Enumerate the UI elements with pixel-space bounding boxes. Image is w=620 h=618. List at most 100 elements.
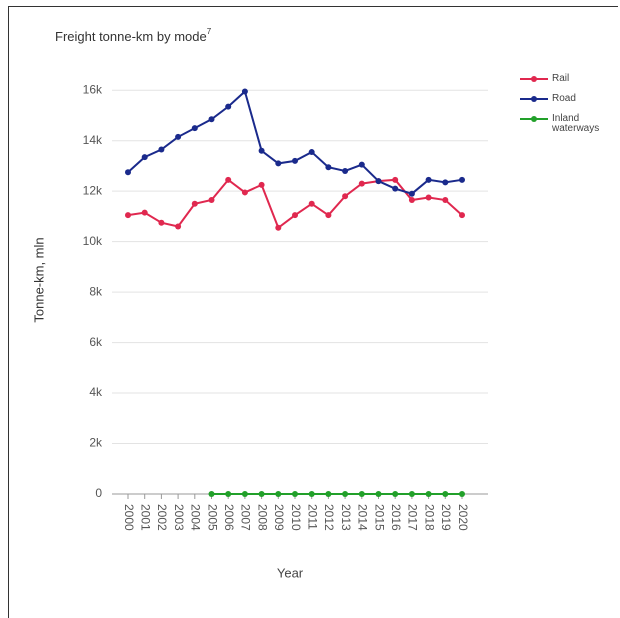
data-point: [425, 491, 432, 497]
x-tick-label: 2017: [406, 504, 420, 531]
data-point: [442, 179, 449, 186]
data-point: [325, 212, 332, 219]
data-point: [408, 197, 415, 204]
x-axis-label: Year: [277, 565, 304, 580]
legend-swatch: [520, 94, 548, 104]
x-tick-label: 2000: [122, 504, 136, 531]
data-point: [208, 197, 215, 204]
legend-swatch: [520, 114, 548, 124]
data-point: [342, 491, 349, 497]
data-point: [408, 190, 415, 197]
y-tick-label: 14k: [83, 133, 103, 147]
y-axis-label: Tonne-km, mln: [31, 237, 46, 322]
data-point: [292, 212, 298, 219]
data-point: [275, 160, 282, 167]
x-tick-label: 2004: [189, 504, 203, 531]
data-point: [308, 149, 315, 156]
data-point: [241, 88, 248, 95]
series-line: [127, 178, 463, 230]
x-tick-label: 2019: [439, 504, 453, 531]
y-tick-label: 0: [95, 486, 102, 500]
data-point: [125, 212, 131, 219]
data-point: [208, 491, 215, 497]
data-point: [358, 161, 365, 168]
data-point: [325, 491, 332, 497]
y-tick-label: 16k: [83, 82, 103, 96]
data-point: [141, 154, 148, 161]
x-tick-label: 2018: [422, 504, 436, 531]
data-point: [275, 491, 282, 497]
x-tick-label: 2008: [255, 504, 269, 531]
x-tick-label: 2015: [372, 504, 386, 531]
data-point: [308, 491, 315, 497]
data-point: [225, 176, 232, 183]
legend-item[interactable]: Road: [520, 94, 612, 104]
data-point: [141, 209, 148, 216]
data-point: [191, 200, 198, 207]
data-point: [358, 491, 365, 497]
data-point: [325, 164, 332, 171]
data-point: [408, 491, 415, 497]
data-point: [158, 219, 165, 226]
y-tick-label: 10k: [83, 234, 103, 248]
x-tick-label: 2002: [155, 504, 169, 531]
data-point: [258, 147, 265, 154]
data-point: [191, 125, 198, 132]
data-point: [442, 197, 449, 204]
legend-item[interactable]: Inland waterways: [520, 114, 612, 134]
x-tick-label: 2013: [339, 504, 353, 531]
x-tick-label: 2003: [172, 504, 186, 531]
data-point: [292, 491, 298, 497]
data-point: [225, 103, 232, 110]
series-line: [127, 89, 463, 195]
chart-title: Freight tonne-km by mode7: [55, 27, 212, 44]
legend: Rail Road Inland waterways: [520, 74, 612, 144]
x-tick-label: 2014: [356, 504, 370, 531]
x-tick-label: 2005: [205, 504, 219, 531]
title-superscript: 7: [207, 27, 212, 36]
data-point: [125, 169, 131, 176]
data-point: [459, 212, 465, 219]
data-point: [459, 176, 465, 183]
data-point: [225, 491, 232, 497]
x-tick-label: 2011: [306, 504, 320, 530]
y-tick-label: 4k: [89, 385, 103, 399]
data-point: [258, 181, 265, 188]
data-point: [175, 133, 182, 140]
data-point: [241, 491, 248, 497]
x-tick-label: 2016: [389, 504, 403, 531]
data-point: [175, 223, 182, 230]
data-point: [258, 491, 265, 497]
x-tick-label: 2010: [289, 504, 303, 531]
x-tick-label: 2009: [272, 504, 286, 531]
y-tick-label: 2k: [89, 436, 103, 450]
data-point: [308, 200, 315, 207]
data-point: [375, 178, 382, 185]
x-tick-label: 2001: [139, 504, 153, 531]
data-point: [425, 194, 432, 201]
legend-item[interactable]: Rail: [520, 74, 612, 84]
data-point: [208, 116, 215, 123]
legend-label: Rail: [552, 73, 570, 84]
data-point: [392, 176, 399, 183]
data-point: [459, 491, 465, 497]
data-point: [241, 189, 248, 196]
data-point: [442, 491, 449, 497]
title-text: Freight tonne-km by mode: [55, 29, 207, 44]
legend-label: Road: [552, 93, 576, 104]
data-point: [358, 180, 365, 187]
x-tick-label: 2012: [322, 504, 336, 531]
data-point: [392, 491, 399, 497]
data-point: [292, 157, 298, 164]
card: [8, 6, 618, 618]
data-point: [158, 146, 165, 153]
y-tick-label: 12k: [83, 183, 103, 197]
y-tick-label: 8k: [89, 284, 103, 298]
legend-swatch: [520, 74, 548, 84]
data-point: [425, 176, 432, 183]
data-point: [392, 185, 399, 192]
x-tick-label: 2006: [222, 504, 236, 531]
data-point: [275, 224, 282, 231]
